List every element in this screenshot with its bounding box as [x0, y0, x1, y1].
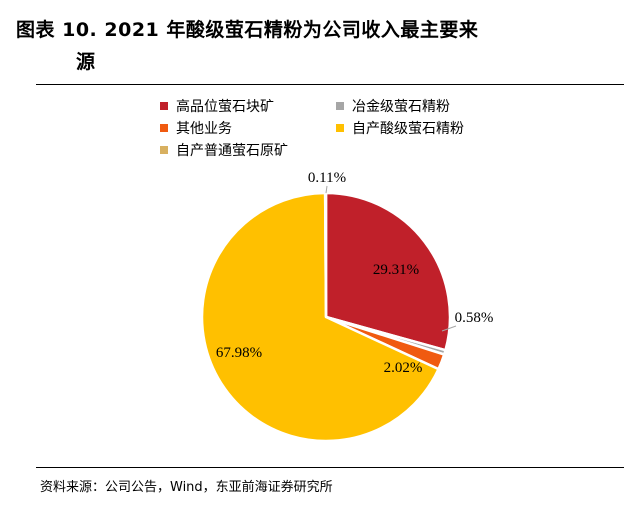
legend-swatch [336, 124, 344, 132]
legend-label: 其他业务 [176, 121, 232, 137]
legend-label: 自产普通萤石原矿 [176, 143, 288, 159]
pie-slices [200, 191, 452, 443]
source-note: 资料来源：公司公告，Wind，东亚前海证券研究所 [40, 480, 333, 495]
title-divider [36, 84, 624, 85]
legend-item-acid-grade: 自产酸级萤石精粉 [336, 118, 464, 138]
legend-label: 高品位萤石块矿 [176, 99, 274, 115]
legend-item-high-grade-lump: 高品位萤石块矿 [160, 96, 274, 116]
legend-label: 冶金级萤石精粉 [352, 99, 450, 115]
pie-slice [323, 191, 328, 319]
data-label: 0.11% [308, 170, 346, 186]
leader-line [325, 185, 328, 194]
legend-item-ordinary-raw-ore: 自产普通萤石原矿 [160, 140, 288, 160]
title-line-2: 源 [76, 51, 96, 73]
title-line-1: 图表 10. 2021 年酸级萤石精粉为公司收入最主要来 [16, 19, 479, 41]
legend-item-other-business: 其他业务 [160, 118, 232, 138]
legend-swatch [336, 102, 344, 110]
legend-swatch [160, 102, 168, 110]
legend-swatch [160, 146, 168, 154]
data-label: 67.98% [216, 345, 262, 361]
data-label: 0.58% [455, 310, 494, 326]
data-label: 2.02% [384, 360, 423, 376]
chart-title: 图表 10. 2021 年酸级萤石精粉为公司收入最主要来 源 [16, 14, 626, 78]
pie-slice [200, 191, 440, 443]
data-labels: 29.31% 0.58% 2.02% 67.98% 0.11% [216, 170, 494, 376]
leader-line [441, 325, 457, 332]
legend-item-metallurgical-grade: 冶金级萤石精粉 [336, 96, 450, 116]
leader-lines [325, 185, 457, 332]
data-label: 29.31% [373, 262, 419, 278]
source-divider [36, 467, 624, 468]
legend-label: 自产酸级萤石精粉 [352, 121, 464, 137]
legend-swatch [160, 124, 168, 132]
pie-slice [324, 191, 452, 352]
